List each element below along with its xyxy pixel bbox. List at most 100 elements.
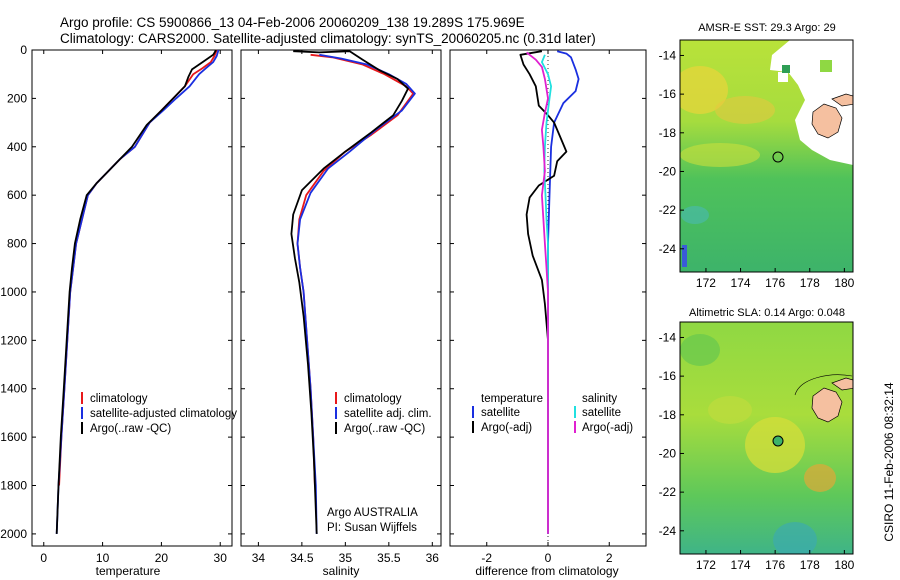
difference-series	[519, 50, 580, 546]
y-tick-label: 1600	[0, 430, 27, 444]
fiji-island	[811, 103, 843, 139]
sst-warm-patch	[680, 143, 760, 167]
credit-text: CSIRO 11-Feb-2006 08:32:14	[882, 382, 896, 542]
map-x-tick-label: 178	[800, 276, 820, 290]
sla-high-patch	[708, 396, 752, 424]
map-y-tick-label: -20	[659, 164, 677, 178]
map-x-tick-label: 174	[731, 276, 751, 290]
salinity-xlabel: salinity	[323, 564, 360, 578]
x-tick-label: 30	[214, 551, 228, 565]
x-tick-label: -2	[481, 551, 492, 565]
sla-map-frame	[679, 321, 854, 555]
map-x-tick-label: 176	[765, 276, 785, 290]
map-x-tick-label: 180	[834, 558, 854, 572]
map-y-tick-label: -22	[659, 203, 677, 217]
series-line-satellite-adj-clim	[296, 53, 416, 534]
sla-map-axes: 172 174 176 178 180 -14 -16 -18 -20 -22 -24	[659, 330, 855, 572]
x-tick-label: 10	[96, 551, 110, 565]
sla-map-title: Altimetric SLA: 0.14 Argo: 0.048	[689, 307, 845, 319]
sst-cell	[782, 65, 790, 73]
difference-legend-title-salinity: salinity	[582, 393, 617, 405]
difference-legend-sal-sat: satellite	[582, 407, 621, 419]
salinity-legend-sat: satellite adj. clim.	[344, 408, 432, 420]
fiji-island	[811, 387, 843, 423]
salinity-x-axis: 34 34.5 35 35.5 36	[252, 50, 440, 565]
temperature-panel: 0 200 400 600 800 1000 1200 1400 1600 1800 2000 0 1…	[0, 43, 237, 578]
y-tick-label: 200	[7, 91, 27, 105]
argo-location-marker	[772, 151, 784, 163]
x-tick-label: 34	[252, 551, 266, 565]
sst-map-axes: 172 174 176 178 180 -14 -16 -18 -20 -22 -24	[659, 48, 855, 290]
map-y-tick-label: -14	[659, 330, 677, 344]
y-tick-label: 0	[20, 43, 27, 57]
map-y-tick-label: -18	[659, 126, 677, 140]
map-x-tick-label: 174	[731, 558, 751, 572]
salinity-series	[290, 50, 416, 534]
temperature-legend: climatology satellite-adjusted climatolo…	[81, 392, 237, 435]
sla-low-patch	[773, 522, 817, 554]
series-line-argo-raw-qc	[55, 49, 217, 534]
x-tick-label: 34.5	[290, 551, 314, 565]
map-y-tick-label: -16	[659, 369, 677, 383]
figure-title-line2: Climatology: CARS2000. Satellite-adjuste…	[60, 31, 596, 46]
difference-legend-temp-sat: satellite	[481, 407, 520, 419]
map-y-tick-label: -16	[659, 87, 677, 101]
sst-warm-patch	[680, 66, 728, 114]
x-tick-label: 36	[426, 551, 440, 565]
y-tick-label: 1000	[0, 285, 27, 299]
series-line-climatology	[296, 53, 415, 486]
x-tick-label: 0	[40, 551, 47, 565]
map-x-tick-label: 176	[765, 558, 785, 572]
salinity-legend: climatology satellite adj. clim. Argo(..…	[335, 392, 432, 435]
fiji-island	[831, 93, 853, 107]
series-line-satellite-adjusted-climatology	[55, 49, 220, 534]
temperature-y-axis: 0 200 400 600 800 1000 1200 1400 1600 1800 2000	[0, 43, 232, 541]
sst-cold-patch	[682, 245, 687, 267]
map-x-tick-label: 172	[696, 558, 716, 572]
difference-legend: temperature salinity satellite Argo(-adj…	[472, 393, 633, 434]
temperature-legend-clim: climatology	[90, 393, 148, 405]
map-x-tick-label: 172	[696, 276, 716, 290]
difference-xlabel: difference from climatology	[475, 564, 618, 578]
difference-y-ticks	[450, 49, 646, 535]
temperature-legend-argo: Argo(..raw -QC)	[90, 423, 171, 435]
x-tick-label: 0	[545, 551, 552, 565]
map-y-tick-label: -22	[659, 485, 677, 499]
x-tick-label: 35.5	[377, 551, 401, 565]
series-line-climatology	[58, 49, 218, 486]
argo-location-marker	[772, 435, 784, 447]
salinity-axes-frame	[240, 49, 442, 547]
y-tick-label: 2000	[0, 527, 27, 541]
difference-panel: -2 0 2 difference from climatology tempera…	[449, 49, 647, 578]
salinity-y-ticks	[241, 49, 441, 535]
series-line-argo-raw-qc	[290, 50, 409, 534]
map-y-tick-label: -24	[659, 242, 677, 256]
figure-title-line1: Argo profile: CS 5900866_13 04-Feb-2006 …	[60, 15, 525, 30]
sla-map-panel: Altimetric SLA: 0.14 Argo: 0.048 172 174 1…	[659, 307, 855, 572]
difference-legend-title-temperature: temperature	[481, 393, 543, 405]
y-tick-label: 600	[7, 188, 27, 202]
difference-legend-sal-argo: Argo(-adj)	[582, 422, 633, 434]
temperature-xlabel: temperature	[96, 564, 161, 578]
series-line-temperature-satellite	[547, 50, 580, 534]
x-tick-label: 2	[606, 551, 613, 565]
y-tick-label: 1800	[0, 479, 27, 493]
temperature-series	[55, 49, 220, 534]
map-y-tick-label: -18	[659, 408, 677, 422]
temperature-x-axis: 0 10 20 30	[40, 50, 227, 565]
sst-cell	[820, 60, 832, 72]
salinity-annotation-project: Argo AUSTRALIA	[327, 507, 418, 519]
series-line-temperature-argo-adj	[519, 50, 568, 534]
map-y-tick-label: -14	[659, 48, 677, 62]
y-tick-label: 400	[7, 140, 27, 154]
sla-contour	[794, 374, 853, 396]
salinity-panel: 34 34.5 35 35.5 36 salinity climatology sate…	[240, 49, 442, 578]
y-tick-label: 1400	[0, 382, 27, 396]
x-tick-label: 20	[155, 551, 169, 565]
map-y-tick-label: -24	[659, 524, 677, 538]
salinity-annotation-pi: PI: Susan Wijffels	[327, 522, 417, 534]
salinity-legend-argo: Argo(..raw -QC)	[344, 423, 425, 435]
sst-map-panel: AMSR-E SST: 29.3 Argo: 29 172 174 176 178 18…	[659, 22, 855, 290]
sst-map-title: AMSR-E SST: 29.3 Argo: 29	[698, 22, 836, 34]
